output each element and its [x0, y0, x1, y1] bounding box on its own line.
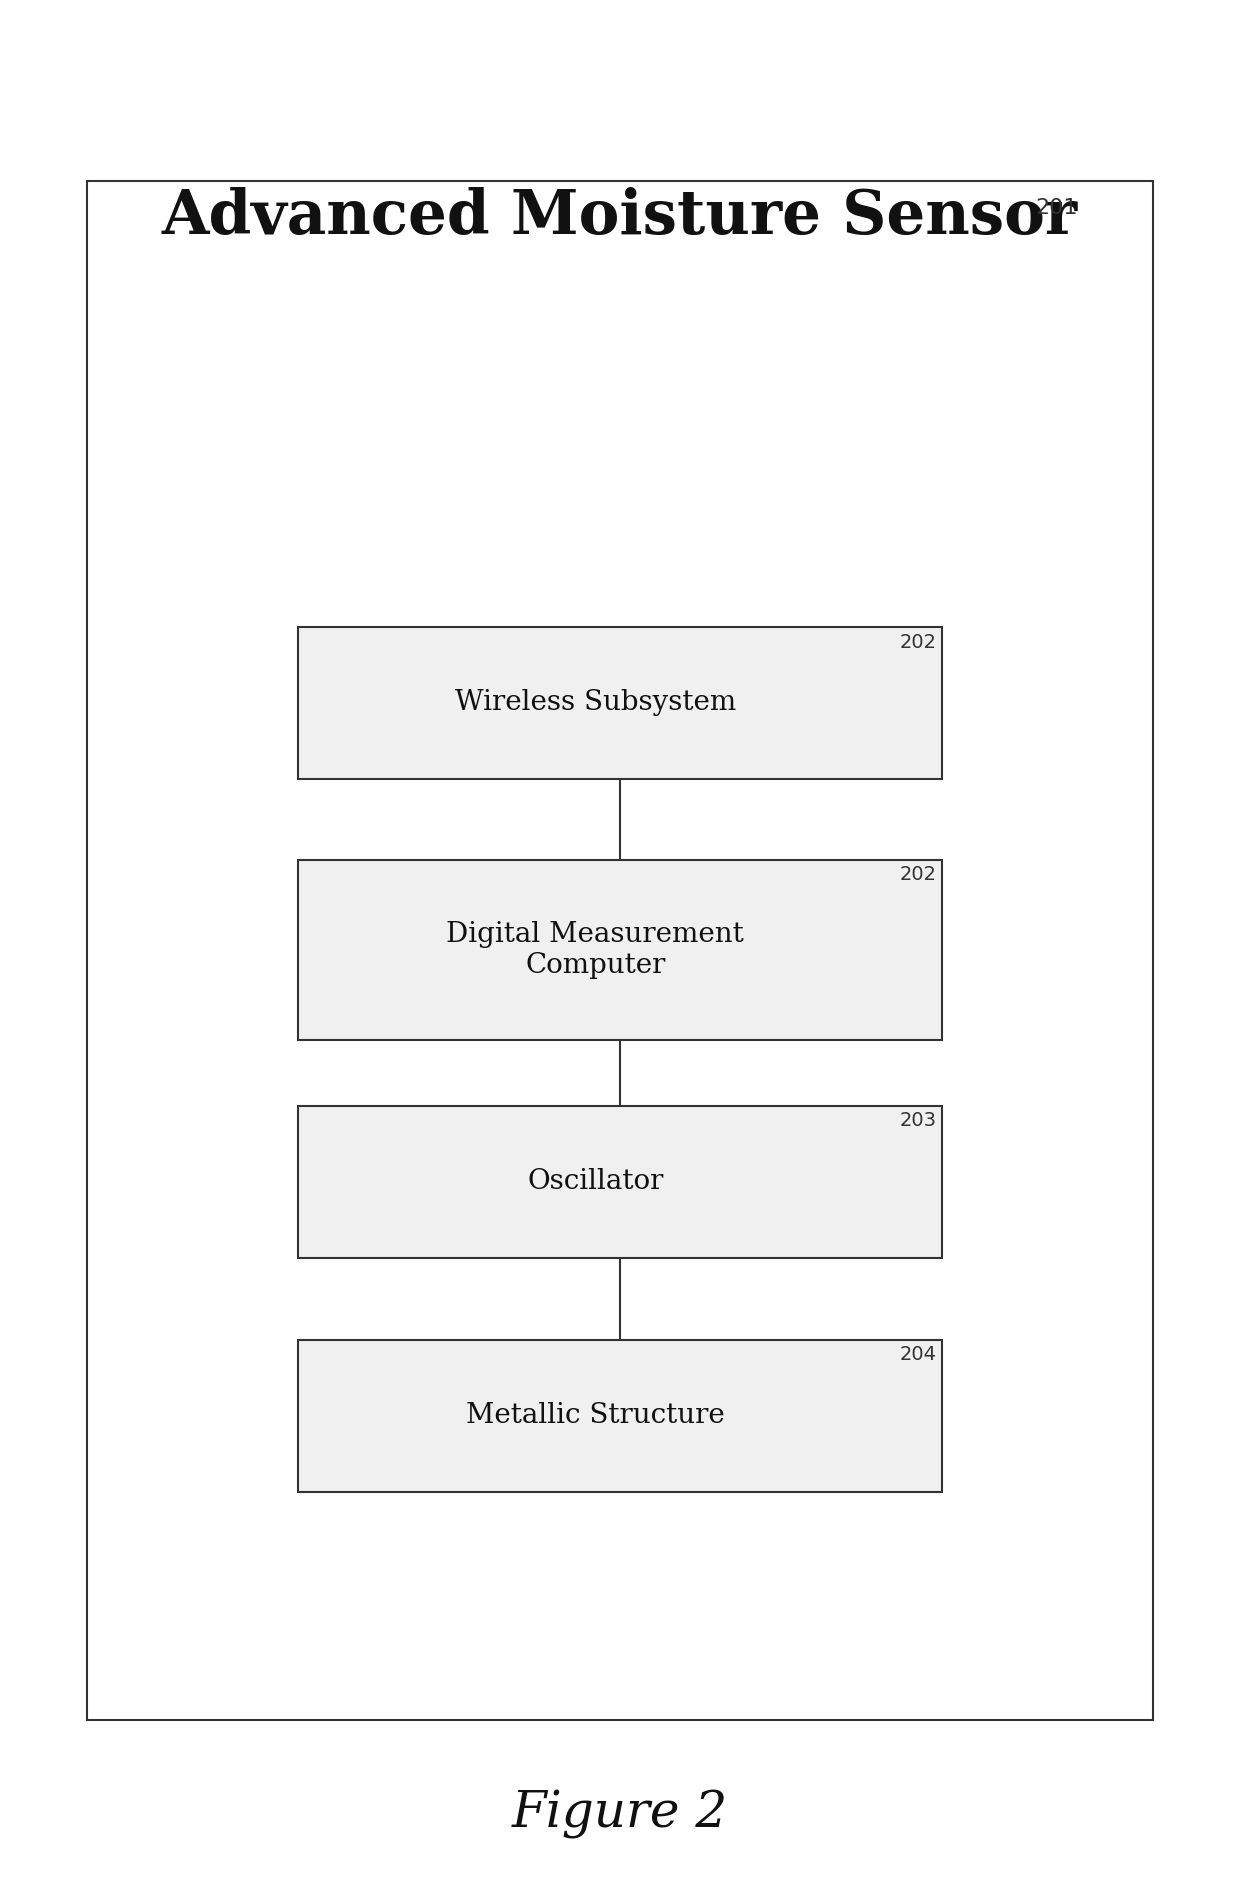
Bar	[298, 627, 942, 779]
Text: Metallic Structure: Metallic Structure	[466, 1402, 724, 1429]
Bar	[298, 859, 942, 1041]
Text: 202: 202	[899, 866, 936, 885]
Text: 204: 204	[899, 1345, 936, 1364]
Bar	[298, 1340, 942, 1492]
Text: Advanced Moisture Sensor: Advanced Moisture Sensor	[161, 186, 1078, 247]
Text: Oscillator: Oscillator	[527, 1168, 663, 1195]
Text: 203: 203	[899, 1112, 936, 1130]
Text: 201: 201	[1035, 198, 1078, 218]
Text: 202: 202	[899, 633, 936, 652]
Bar	[298, 1106, 942, 1258]
Text: Wireless Subsystem: Wireless Subsystem	[455, 690, 735, 716]
Bar	[87, 180, 1153, 1720]
Text: Figure 2: Figure 2	[512, 1790, 728, 1839]
Text: Digital Measurement
Computer: Digital Measurement Computer	[446, 922, 744, 978]
